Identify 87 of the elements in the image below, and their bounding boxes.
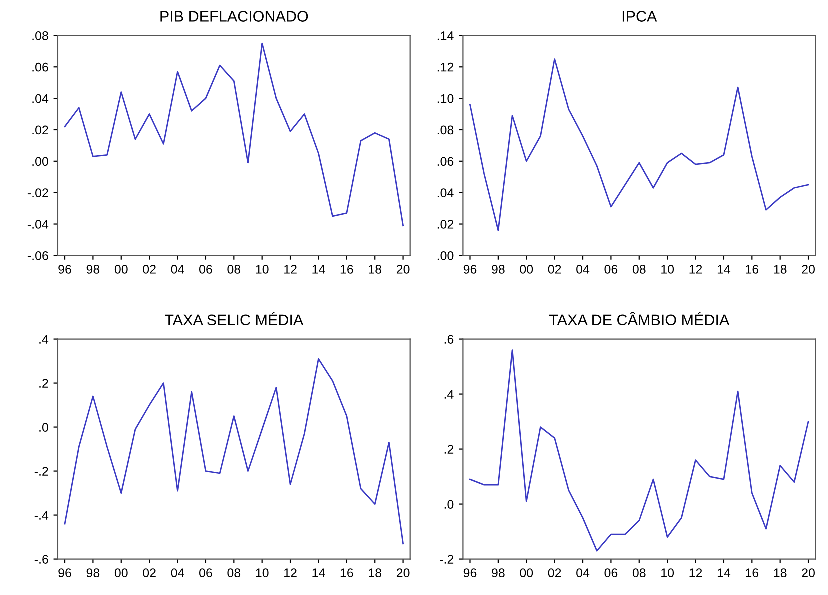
x-tick-label: 18 [774, 265, 787, 274]
x-tick-label: 14 [312, 568, 326, 578]
x-tick-label: 06 [604, 568, 618, 578]
y-tick-label: -.04 [28, 220, 49, 229]
y-tick-label: .2 [40, 379, 48, 388]
x-tick-label: 20 [396, 265, 410, 274]
x-tick-label: 16 [746, 568, 759, 578]
x-tick-label: 00 [114, 568, 128, 578]
x-tick-label: 16 [746, 265, 759, 274]
x-tick-label: 96 [464, 265, 477, 274]
y-tick-label: .02 [32, 126, 48, 135]
x-tick-label: 08 [632, 265, 646, 274]
y-tick-label: .4 [40, 335, 49, 344]
x-tick-label: 10 [662, 568, 674, 578]
y-tick-label: .06 [32, 62, 48, 72]
x-tick-label: 10 [256, 265, 269, 274]
y-tick-label: .14 [438, 32, 454, 40]
x-tick-label: 98 [492, 568, 505, 578]
chart-title: TAXA SELIC MÉDIA [165, 312, 304, 326]
y-tick-label: -.6 [34, 555, 48, 564]
x-tick-label: 04 [576, 265, 590, 274]
x-tick-label: 08 [228, 265, 241, 274]
x-tick-label: 06 [199, 265, 212, 274]
x-tick-label: 18 [369, 265, 382, 274]
chart-title: TAXA DE CÂMBIO MÉDIA [549, 312, 730, 326]
x-tick-label: 10 [662, 265, 674, 274]
y-tick-label: -.2 [440, 555, 454, 564]
x-tick-label: 04 [576, 568, 590, 578]
x-tick-label: 12 [690, 568, 702, 578]
y-tick-label: .0 [444, 500, 454, 509]
chart-title: IPCA [622, 11, 658, 22]
x-tick-label: 98 [86, 265, 100, 274]
x-tick-label: 02 [548, 568, 562, 578]
x-tick-label: 06 [199, 568, 212, 578]
x-tick-label: 98 [492, 265, 505, 274]
x-tick-label: 12 [690, 265, 702, 274]
y-tick-label: .4 [444, 390, 454, 399]
x-tick-label: 06 [604, 265, 618, 274]
line-series [470, 58, 810, 232]
x-tick-label: 96 [464, 568, 477, 578]
x-tick-label: 96 [58, 568, 72, 578]
y-tick-label: .10 [438, 94, 454, 104]
x-tick-label: 10 [256, 568, 269, 578]
y-tick-label: .00 [438, 252, 454, 260]
x-tick-label: 20 [802, 265, 815, 274]
x-tick-label: 20 [802, 568, 815, 578]
x-tick-label: 96 [58, 265, 72, 274]
x-tick-label: 02 [143, 568, 156, 578]
y-tick-label: -.4 [34, 511, 49, 520]
x-tick-label: 14 [718, 568, 731, 578]
y-tick-label: -.06 [28, 252, 48, 260]
x-tick-label: 12 [284, 265, 297, 274]
x-tick-label: 02 [548, 265, 562, 274]
y-tick-label: .2 [444, 445, 454, 454]
y-tick-label: .02 [438, 220, 454, 229]
y-tick-label: .12 [438, 62, 454, 72]
y-tick-label: .08 [438, 126, 454, 135]
x-tick-label: 18 [369, 568, 382, 578]
x-tick-label: 12 [284, 568, 297, 578]
y-tick-label: .08 [32, 32, 48, 40]
y-tick-label: -.2 [34, 467, 48, 476]
x-tick-label: 14 [312, 265, 326, 274]
x-tick-label: 00 [114, 265, 128, 274]
x-tick-label: 08 [228, 568, 241, 578]
x-tick-label: 16 [340, 568, 354, 578]
chart-title: PIB DEFLACIONADO [160, 11, 308, 22]
x-tick-label: 14 [718, 265, 731, 274]
x-tick-label: 00 [520, 568, 534, 578]
x-tick-label: 18 [774, 568, 787, 578]
y-tick-label: .0 [40, 423, 48, 432]
y-tick-label: .04 [32, 94, 49, 104]
y-tick-label: .04 [438, 188, 454, 198]
x-tick-label: 16 [340, 265, 354, 274]
y-tick-label: .6 [444, 335, 454, 344]
line-series [64, 42, 404, 227]
line-series [64, 358, 404, 545]
x-tick-label: 98 [86, 568, 100, 578]
y-tick-label: .06 [438, 157, 454, 166]
x-tick-label: 20 [396, 568, 410, 578]
x-tick-label: 00 [520, 265, 534, 274]
x-tick-label: 02 [143, 265, 156, 274]
x-tick-label: 08 [632, 568, 646, 578]
y-tick-label: .00 [32, 157, 48, 166]
y-tick-label: -.02 [28, 188, 48, 198]
x-tick-label: 04 [171, 568, 184, 578]
line-series [470, 350, 810, 552]
x-tick-label: 04 [171, 265, 184, 274]
